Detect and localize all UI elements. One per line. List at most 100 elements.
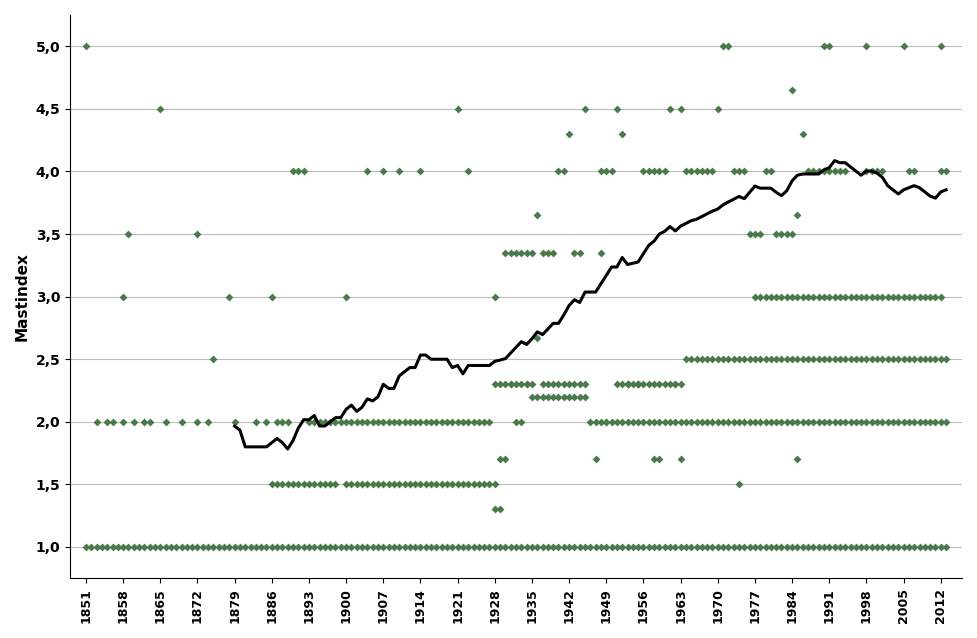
Point — [694, 542, 709, 552]
Point — [864, 167, 879, 177]
Point — [673, 417, 689, 427]
Point — [338, 417, 354, 427]
Point — [471, 417, 487, 427]
Point — [726, 542, 742, 552]
Point — [508, 379, 524, 389]
Point — [822, 167, 837, 177]
Point — [604, 417, 619, 427]
Point — [301, 542, 317, 552]
Point — [721, 417, 737, 427]
Point — [290, 479, 306, 489]
Point — [779, 292, 794, 302]
Point — [619, 379, 635, 389]
Point — [721, 354, 737, 364]
Point — [678, 167, 694, 177]
Point — [795, 542, 811, 552]
Point — [471, 542, 487, 552]
Point — [327, 417, 343, 427]
Point — [641, 379, 657, 389]
Point — [360, 542, 375, 552]
Point — [827, 542, 842, 552]
Point — [279, 479, 295, 489]
Point — [567, 392, 582, 402]
Point — [375, 417, 391, 427]
Point — [434, 542, 449, 552]
Point — [386, 417, 402, 427]
Point — [582, 417, 598, 427]
Point — [89, 417, 105, 427]
Point — [901, 167, 916, 177]
Point — [907, 354, 922, 364]
Point — [466, 417, 482, 427]
Point — [105, 417, 120, 427]
Point — [545, 392, 561, 402]
Point — [349, 542, 364, 552]
Point — [577, 392, 593, 402]
Point — [800, 417, 816, 427]
Point — [673, 542, 689, 552]
Point — [789, 417, 805, 427]
Point — [407, 479, 423, 489]
Point — [896, 542, 912, 552]
Point — [683, 167, 699, 177]
Point — [423, 542, 439, 552]
Point — [205, 542, 221, 552]
Point — [827, 167, 842, 177]
Point — [364, 479, 380, 489]
Point — [710, 104, 726, 114]
Point — [540, 248, 556, 258]
Point — [407, 417, 423, 427]
Point — [402, 417, 417, 427]
Point — [747, 292, 763, 302]
Point — [562, 379, 577, 389]
Point — [715, 542, 731, 552]
Point — [556, 392, 572, 402]
Point — [785, 354, 800, 364]
Point — [477, 542, 492, 552]
Point — [673, 104, 689, 114]
Point — [731, 167, 746, 177]
Point — [322, 417, 338, 427]
Point — [646, 454, 661, 464]
Point — [885, 542, 901, 552]
Point — [222, 542, 237, 552]
Point — [519, 248, 534, 258]
Point — [264, 292, 279, 302]
Point — [492, 379, 508, 389]
Point — [503, 379, 519, 389]
Point — [364, 417, 380, 427]
Point — [344, 479, 360, 489]
Point — [619, 379, 635, 389]
Point — [519, 379, 534, 389]
Point — [322, 542, 338, 552]
Point — [455, 417, 471, 427]
Point — [747, 229, 763, 239]
Point — [497, 454, 513, 464]
Point — [662, 542, 678, 552]
Point — [710, 542, 726, 552]
Point — [593, 417, 609, 427]
Point — [429, 417, 445, 427]
Point — [848, 292, 864, 302]
Point — [880, 417, 896, 427]
Point — [779, 354, 794, 364]
Point — [370, 479, 386, 489]
Point — [789, 454, 805, 464]
Point — [338, 542, 354, 552]
Point — [275, 417, 290, 427]
Point — [429, 479, 445, 489]
Point — [646, 379, 661, 389]
Point — [296, 542, 312, 552]
Point — [514, 417, 530, 427]
Point — [933, 167, 949, 177]
Point — [785, 542, 800, 552]
Point — [524, 542, 539, 552]
Point — [758, 292, 774, 302]
Point — [381, 479, 397, 489]
Point — [805, 542, 821, 552]
Point — [779, 417, 794, 427]
Point — [279, 542, 295, 552]
Point — [774, 229, 789, 239]
Point — [816, 292, 831, 302]
Point — [689, 417, 704, 427]
